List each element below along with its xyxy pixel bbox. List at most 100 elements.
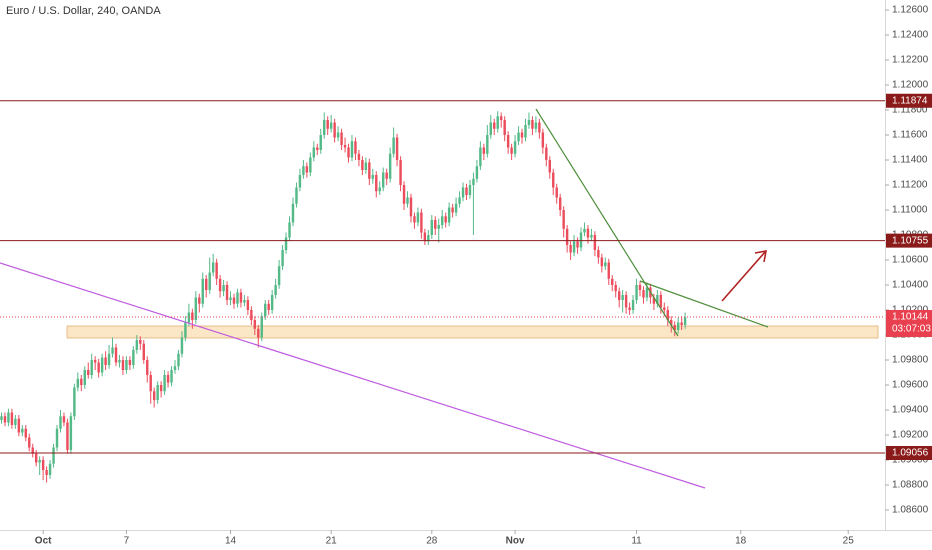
candle-body xyxy=(243,300,246,303)
candle-body xyxy=(666,310,669,320)
candle-body xyxy=(121,360,125,370)
x-tick-label: 25 xyxy=(843,536,855,547)
candle-body xyxy=(128,360,132,365)
candle-body xyxy=(534,122,538,129)
candle-body xyxy=(607,262,610,279)
candle-body xyxy=(409,197,413,217)
y-tick-label: 1.08600 xyxy=(892,505,929,516)
y-tick-label: 1.11400 xyxy=(892,155,928,166)
last-price-badge xyxy=(886,310,932,337)
candle-body xyxy=(538,122,541,133)
trend-line xyxy=(535,108,679,337)
candle-body xyxy=(336,132,340,138)
candle-body xyxy=(406,197,409,204)
candle-body xyxy=(277,266,281,285)
candle-body xyxy=(319,135,322,150)
candle-body xyxy=(683,317,687,325)
candle-body xyxy=(100,357,104,373)
candle-body xyxy=(205,278,208,290)
candle-body xyxy=(21,428,24,433)
candle-body xyxy=(163,375,166,392)
candle-body xyxy=(617,291,621,300)
candle-body xyxy=(177,353,180,367)
y-tick-label: 1.09800 xyxy=(892,355,929,366)
candle-body xyxy=(267,303,270,310)
candle-body xyxy=(423,232,427,242)
candle-body xyxy=(45,470,48,475)
candle-body xyxy=(430,220,434,235)
candle-body xyxy=(326,120,329,129)
candle-body xyxy=(170,370,173,383)
candle-body xyxy=(378,187,381,192)
candle-body xyxy=(395,137,399,160)
candle-body xyxy=(73,387,76,417)
y-tick-label: 1.10400 xyxy=(892,280,929,291)
candle-body xyxy=(656,295,659,304)
y-tick-label: 1.10600 xyxy=(892,255,929,266)
candle-body xyxy=(420,212,423,233)
x-tick-label: 18 xyxy=(735,536,747,547)
candle-body xyxy=(631,300,635,310)
candle-body xyxy=(48,463,52,475)
x-tick-label: 11 xyxy=(631,536,642,547)
candle-body xyxy=(166,375,170,383)
candle-body xyxy=(184,322,187,338)
candle-body xyxy=(451,207,454,213)
candle-body xyxy=(142,343,145,360)
candle-body xyxy=(152,391,156,400)
candle-body xyxy=(28,437,31,448)
y-tick-label: 1.12600 xyxy=(892,5,929,16)
candle-body xyxy=(499,116,503,120)
x-tick-label: Nov xyxy=(506,536,525,547)
candle-body xyxy=(597,250,600,258)
candle-body xyxy=(503,120,506,135)
candle-body xyxy=(132,350,135,365)
candle-body xyxy=(375,175,378,192)
candle-body xyxy=(482,147,486,154)
candle-body xyxy=(659,295,663,308)
candles xyxy=(0,111,687,483)
level-label: 1.10755 xyxy=(892,235,929,246)
candle-body xyxy=(66,422,69,450)
candle-body xyxy=(80,378,83,385)
candle-body xyxy=(284,237,288,250)
y-tick-label: 1.09000 xyxy=(892,455,929,466)
candle-body xyxy=(506,135,510,148)
candle-body xyxy=(34,453,38,463)
candle-body xyxy=(437,225,440,229)
candle-body xyxy=(239,292,243,303)
candle-body xyxy=(295,187,298,204)
candle-body xyxy=(10,412,14,425)
candle-body xyxy=(531,120,534,129)
candle-body xyxy=(14,418,17,425)
candle-body xyxy=(670,320,673,325)
candle-body xyxy=(486,135,489,154)
candle-body xyxy=(59,416,62,429)
candle-body xyxy=(232,297,236,304)
level-badge xyxy=(886,233,932,248)
candle-body xyxy=(444,216,447,223)
candle-body xyxy=(274,285,277,295)
candle-body xyxy=(291,203,295,223)
candle-body xyxy=(558,197,562,210)
candle-body xyxy=(87,370,90,375)
candle-body xyxy=(548,160,551,173)
candle-body xyxy=(305,166,309,173)
candle-body xyxy=(222,285,225,292)
candle-body xyxy=(302,166,305,175)
candle-body xyxy=(399,160,402,185)
candle-body xyxy=(288,222,291,238)
y-tick-label: 1.12200 xyxy=(892,55,929,66)
candle-body xyxy=(3,416,7,423)
y-tick-label: 1.12000 xyxy=(892,80,929,91)
candle-body xyxy=(198,297,201,304)
candle-body xyxy=(576,241,579,248)
candle-body xyxy=(440,216,444,225)
candle-body xyxy=(465,187,468,195)
candle-body xyxy=(38,460,41,463)
candle-body xyxy=(340,132,343,145)
candle-body xyxy=(676,322,680,330)
trend-line xyxy=(639,280,769,328)
candle-body xyxy=(614,285,617,292)
